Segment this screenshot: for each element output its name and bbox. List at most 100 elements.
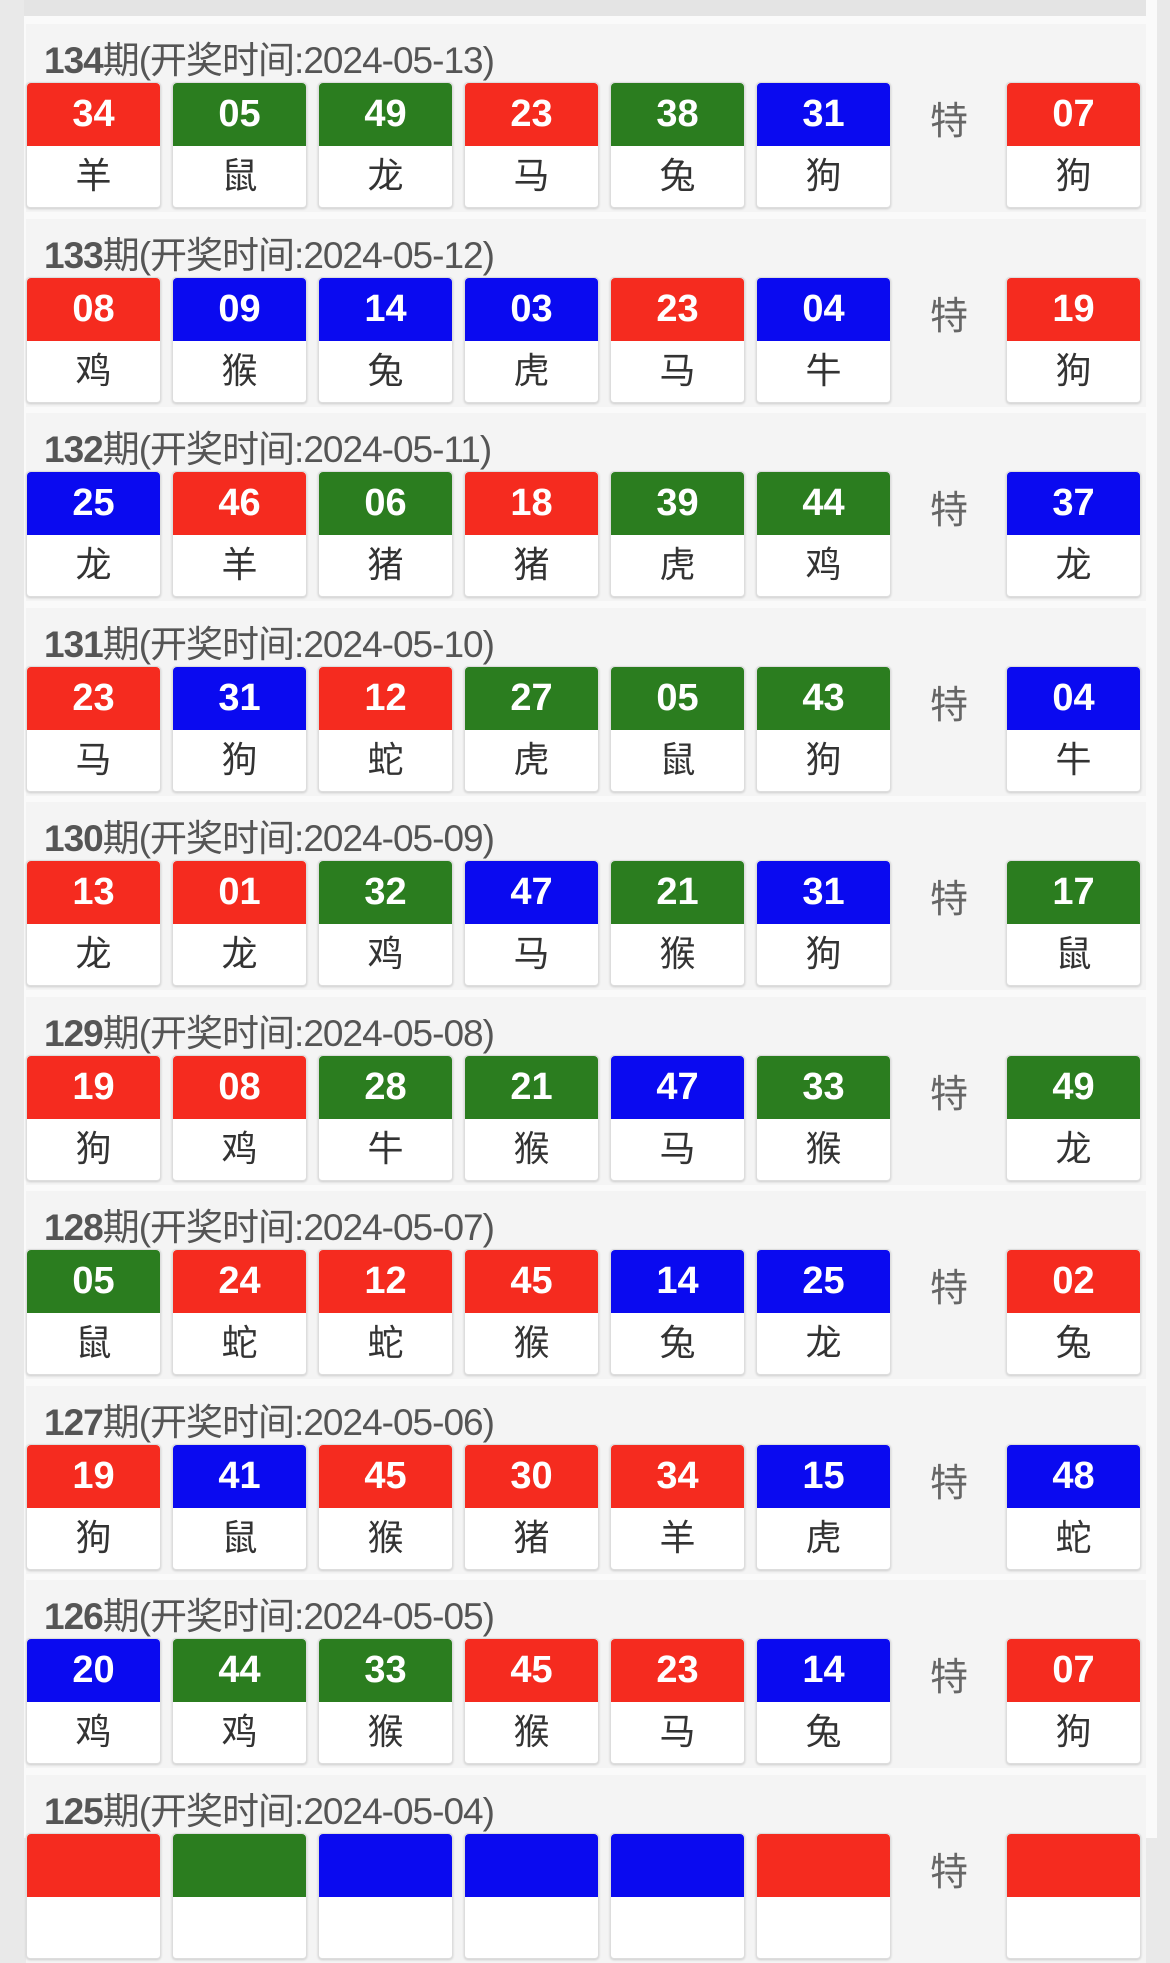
special-label: 特 xyxy=(930,1073,969,1116)
number-ball: 05 鼠 xyxy=(172,82,307,208)
zodiac-label: 猴 xyxy=(221,349,258,391)
number-ball: 18 猪 xyxy=(464,471,599,597)
zodiac-label: 兔 xyxy=(1055,1322,1092,1363)
special-label: 特 xyxy=(930,490,969,532)
special-ball: 37 龙 xyxy=(1006,471,1141,597)
period-number: 126 xyxy=(44,1596,104,1637)
draw-title: 133期(开奖时间:2024-05-12) xyxy=(44,225,495,279)
zodiac-label: 马 xyxy=(513,933,550,974)
ball-number: 05 xyxy=(173,83,306,146)
draw-date: 期(开奖时间:2024-05-12) xyxy=(102,234,495,276)
zodiac-label: 羊 xyxy=(659,1516,696,1558)
zodiac-label xyxy=(757,1897,890,1957)
draw-date: 期(开奖时间:2024-05-07) xyxy=(102,1207,495,1248)
zodiac-label: 龙 xyxy=(1055,544,1092,585)
ball-number xyxy=(27,1833,160,1897)
zodiac-label: 牛 xyxy=(805,349,842,391)
special-label: 特 xyxy=(930,295,969,338)
zodiac-label: 龙 xyxy=(75,933,112,974)
ball-number: 14 xyxy=(319,277,452,341)
ball-number: 30 xyxy=(465,1444,598,1508)
special-label: 特 xyxy=(930,1268,969,1310)
draw-history-list: 134期(开奖时间:2024-05-13) 34 羊 05 鼠 49 龙 23 马 38 兔 31 狗特… xyxy=(24,0,1157,1963)
ball-number: 21 xyxy=(611,861,744,924)
number-ball: 01 龙 xyxy=(172,860,307,986)
ball-number: 09 xyxy=(173,277,306,341)
number-ball: 05 鼠 xyxy=(610,665,745,792)
ball-number: 33 xyxy=(757,1055,890,1119)
draw-title: 127期(开奖时间:2024-05-06) xyxy=(44,1392,495,1446)
ball-number: 34 xyxy=(611,1444,744,1508)
ball-number: 27 xyxy=(465,666,598,730)
zodiac-label: 鼠 xyxy=(221,1516,258,1558)
zodiac-label: 鸡 xyxy=(221,1711,258,1752)
draw-date: 期(开奖时间:2024-05-09) xyxy=(102,818,495,859)
zodiac-label: 狗 xyxy=(75,1127,112,1169)
draw-title: 130期(开奖时间:2024-05-09) xyxy=(44,808,495,862)
zodiac-label: 龙 xyxy=(367,155,404,196)
number-ball: 34 羊 xyxy=(610,1443,745,1570)
number-ball: 34 羊 xyxy=(26,82,161,208)
ball-number: 41 xyxy=(173,1444,306,1508)
ball-number xyxy=(611,1833,744,1897)
ball-number xyxy=(319,1833,452,1897)
draw-date: 期(开奖时间:2024-05-06) xyxy=(102,1401,495,1443)
zodiac-label: 蛇 xyxy=(367,1322,404,1363)
zodiac-label: 鼠 xyxy=(221,155,258,196)
number-ball: 12 蛇 xyxy=(318,665,453,792)
number-ball: 24 蛇 xyxy=(172,1249,307,1375)
zodiac-label: 鸡 xyxy=(221,1127,258,1169)
zodiac-label: 猴 xyxy=(513,1322,550,1363)
zodiac-label: 猴 xyxy=(805,1127,842,1169)
draw-date: 期(开奖时间:2024-05-08) xyxy=(102,1012,495,1054)
ball-number: 18 xyxy=(465,472,598,535)
ball-number: 48 xyxy=(1007,1444,1140,1508)
zodiac-label: 猴 xyxy=(367,1711,404,1752)
draw-title: 132期(开奖时间:2024-05-11) xyxy=(44,419,492,473)
number-ball: 08 鸡 xyxy=(172,1054,307,1181)
ball-number: 43 xyxy=(757,666,890,730)
number-ball: 33 猴 xyxy=(756,1054,891,1181)
zodiac-label: 鸡 xyxy=(75,349,112,391)
draw-title: 128期(开奖时间:2024-05-07) xyxy=(44,1197,495,1251)
special-ball: 49 龙 xyxy=(1006,1054,1141,1181)
number-ball: 25 龙 xyxy=(756,1249,891,1375)
number-ball: 15 虎 xyxy=(756,1443,891,1570)
special-ball: 04 牛 xyxy=(1006,665,1141,792)
zodiac-label: 龙 xyxy=(805,1322,842,1363)
number-ball: 45 猴 xyxy=(464,1638,599,1764)
zodiac-label: 虎 xyxy=(659,544,696,585)
draw-record: 125期(开奖时间:2024-05-04) 特 xyxy=(26,1774,1146,1963)
ball-number: 49 xyxy=(1007,1055,1140,1119)
zodiac-label: 狗 xyxy=(1055,349,1092,391)
draw-title: 134期(开奖时间:2024-05-13) xyxy=(44,30,495,84)
ball-number: 23 xyxy=(611,1639,744,1702)
special-label: 特 xyxy=(930,101,969,143)
number-ball: 27 虎 xyxy=(464,665,599,792)
zodiac-label: 羊 xyxy=(75,155,112,196)
ball-number: 37 xyxy=(1007,472,1140,535)
ball-number: 34 xyxy=(27,83,160,146)
number-ball: 46 羊 xyxy=(172,471,307,597)
special-ball xyxy=(1006,1832,1141,1959)
ball-number: 46 xyxy=(173,472,306,535)
draw-record: 132期(开奖时间:2024-05-11) 25 龙 46 羊 06 猪 18 猪 39 虎 44 鸡 特… xyxy=(26,413,1146,601)
zodiac-label: 牛 xyxy=(367,1127,404,1169)
number-ball xyxy=(318,1832,453,1959)
ball-number: 33 xyxy=(319,1639,452,1702)
zodiac-label: 猴 xyxy=(659,933,696,974)
number-ball: 47 马 xyxy=(464,860,599,986)
ball-number xyxy=(465,1833,598,1897)
zodiac-label: 兔 xyxy=(367,349,404,391)
number-ball: 32 鸡 xyxy=(318,860,453,986)
ball-number: 05 xyxy=(27,1250,160,1313)
ball-number: 23 xyxy=(465,83,598,146)
draw-title: 126期(开奖时间:2024-05-05) xyxy=(44,1586,495,1640)
period-number: 130 xyxy=(44,818,104,859)
zodiac-label: 羊 xyxy=(221,544,258,585)
ball-number: 47 xyxy=(465,861,598,924)
draw-record: 128期(开奖时间:2024-05-07) 05 鼠 24 蛇 12 蛇 45 猴 14 兔 25 龙 特… xyxy=(26,1191,1146,1379)
number-ball: 12 蛇 xyxy=(318,1249,453,1375)
number-ball: 08 鸡 xyxy=(26,276,161,403)
zodiac-label: 马 xyxy=(659,1711,696,1752)
